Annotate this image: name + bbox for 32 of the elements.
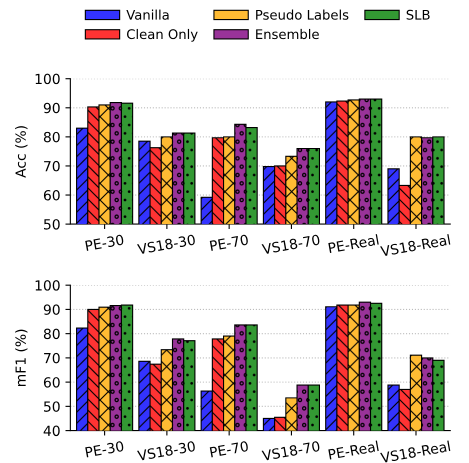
y-tick-label: 70 — [44, 160, 60, 172]
legend-label: Clean Only — [126, 28, 198, 42]
x-tick-label: VS18-70 — [262, 234, 320, 255]
x-tick-label: PE-Real — [328, 234, 379, 254]
x-tick-label: VS18-30 — [136, 234, 196, 255]
x-tick-label: VS18-Real — [380, 234, 450, 257]
y-tick-label: 90 — [44, 102, 60, 114]
x-tick-label: VS18-70 — [262, 440, 320, 462]
y-tick-label: 90 — [44, 304, 60, 315]
y-tick-label: 100 — [36, 74, 60, 84]
y-tick-label: 50 — [44, 219, 60, 230]
y-tick-label: 50 — [44, 401, 60, 412]
x-tick-label: PE-30 — [85, 234, 124, 252]
y-axis-title: mF1 (%) — [15, 330, 28, 386]
x-tick-label: VS18-30 — [136, 440, 196, 462]
legend-label: Pseudo Labels — [256, 10, 348, 20]
y-tick-label: 100 — [36, 280, 60, 291]
x-tick-label: PE-70 — [210, 440, 249, 458]
x-tick-label: VS18-Real — [380, 440, 450, 463]
y-tick-label: 80 — [44, 132, 60, 142]
x-tick-label: PE-70 — [210, 234, 249, 252]
x-tick-label: PE-Real — [328, 440, 379, 460]
legend-label: SLB — [406, 10, 430, 20]
legend-label: Vanilla — [126, 10, 169, 20]
legend-label: Ensemble — [256, 28, 319, 40]
y-tick-label: 80 — [44, 328, 60, 340]
y-tick-label: 40 — [44, 426, 60, 436]
y-tick-label: 70 — [44, 352, 60, 364]
y-tick-label: 60 — [44, 190, 60, 201]
y-axis-title: Acc (%) — [15, 126, 28, 178]
x-tick-label: PE-30 — [85, 440, 124, 458]
y-tick-label: 60 — [44, 377, 60, 388]
